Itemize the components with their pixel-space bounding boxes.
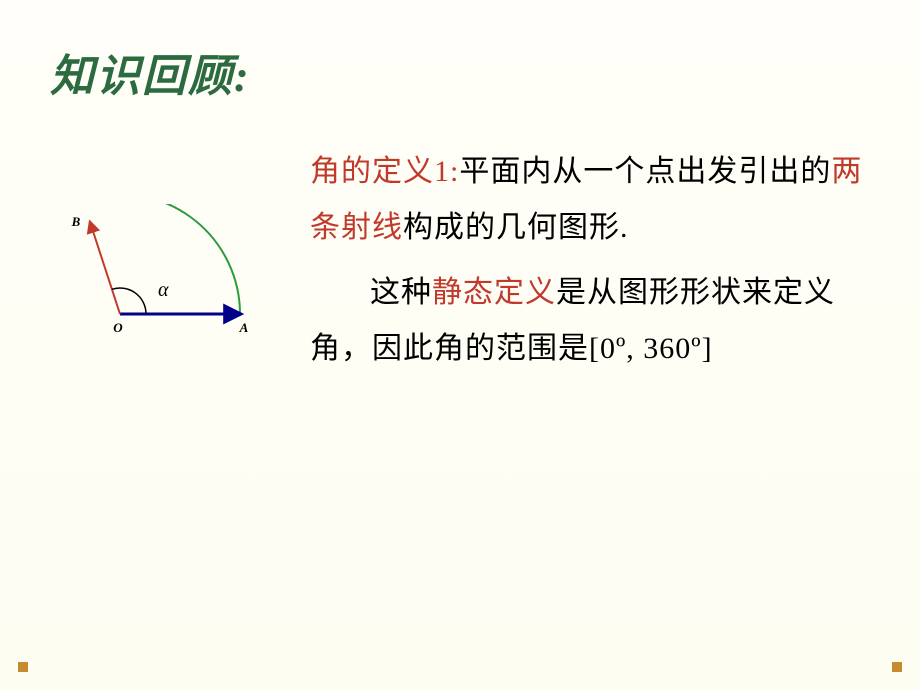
decoration-corner-left (18, 662, 28, 672)
slide: 知识回顾: α (0, 0, 920, 690)
label-alpha: α (158, 279, 169, 301)
p2-seg1: 这种 (370, 276, 432, 309)
p2-highlight: 静态定义 (432, 276, 556, 309)
slide-title: 知识回顾: (50, 40, 870, 104)
label-A: A (239, 320, 249, 335)
decoration-corner-right (892, 662, 902, 672)
paragraph-1: 角的定义1:平面内从一个点出发引出的两条射线构成的几何图形. (310, 144, 870, 255)
label-O: O (113, 320, 123, 335)
def-label-1: 角的定义1: (310, 155, 459, 188)
paragraph-2: 这种静态定义是从图形形状来定义角，因此角的范围是[0º, 360º] (310, 265, 870, 376)
text-column: 角的定义1:平面内从一个点出发引出的两条射线构成的几何图形. 这种静态定义是从图… (310, 144, 870, 376)
p1-seg2: 平面内从一个点出发引出的 (459, 155, 831, 188)
p1-seg4: 构成的几何图形. (403, 211, 629, 244)
ray-OB (90, 222, 120, 314)
content-row: α O A B 角的定义1:平面内从一个点出发引出的两条射线构成的几何图形. 这… (50, 144, 870, 376)
figure-column: α O A B (50, 144, 280, 344)
label-B: B (71, 214, 81, 229)
angle-mark (112, 288, 146, 314)
angle-diagram: α O A B (60, 204, 270, 344)
